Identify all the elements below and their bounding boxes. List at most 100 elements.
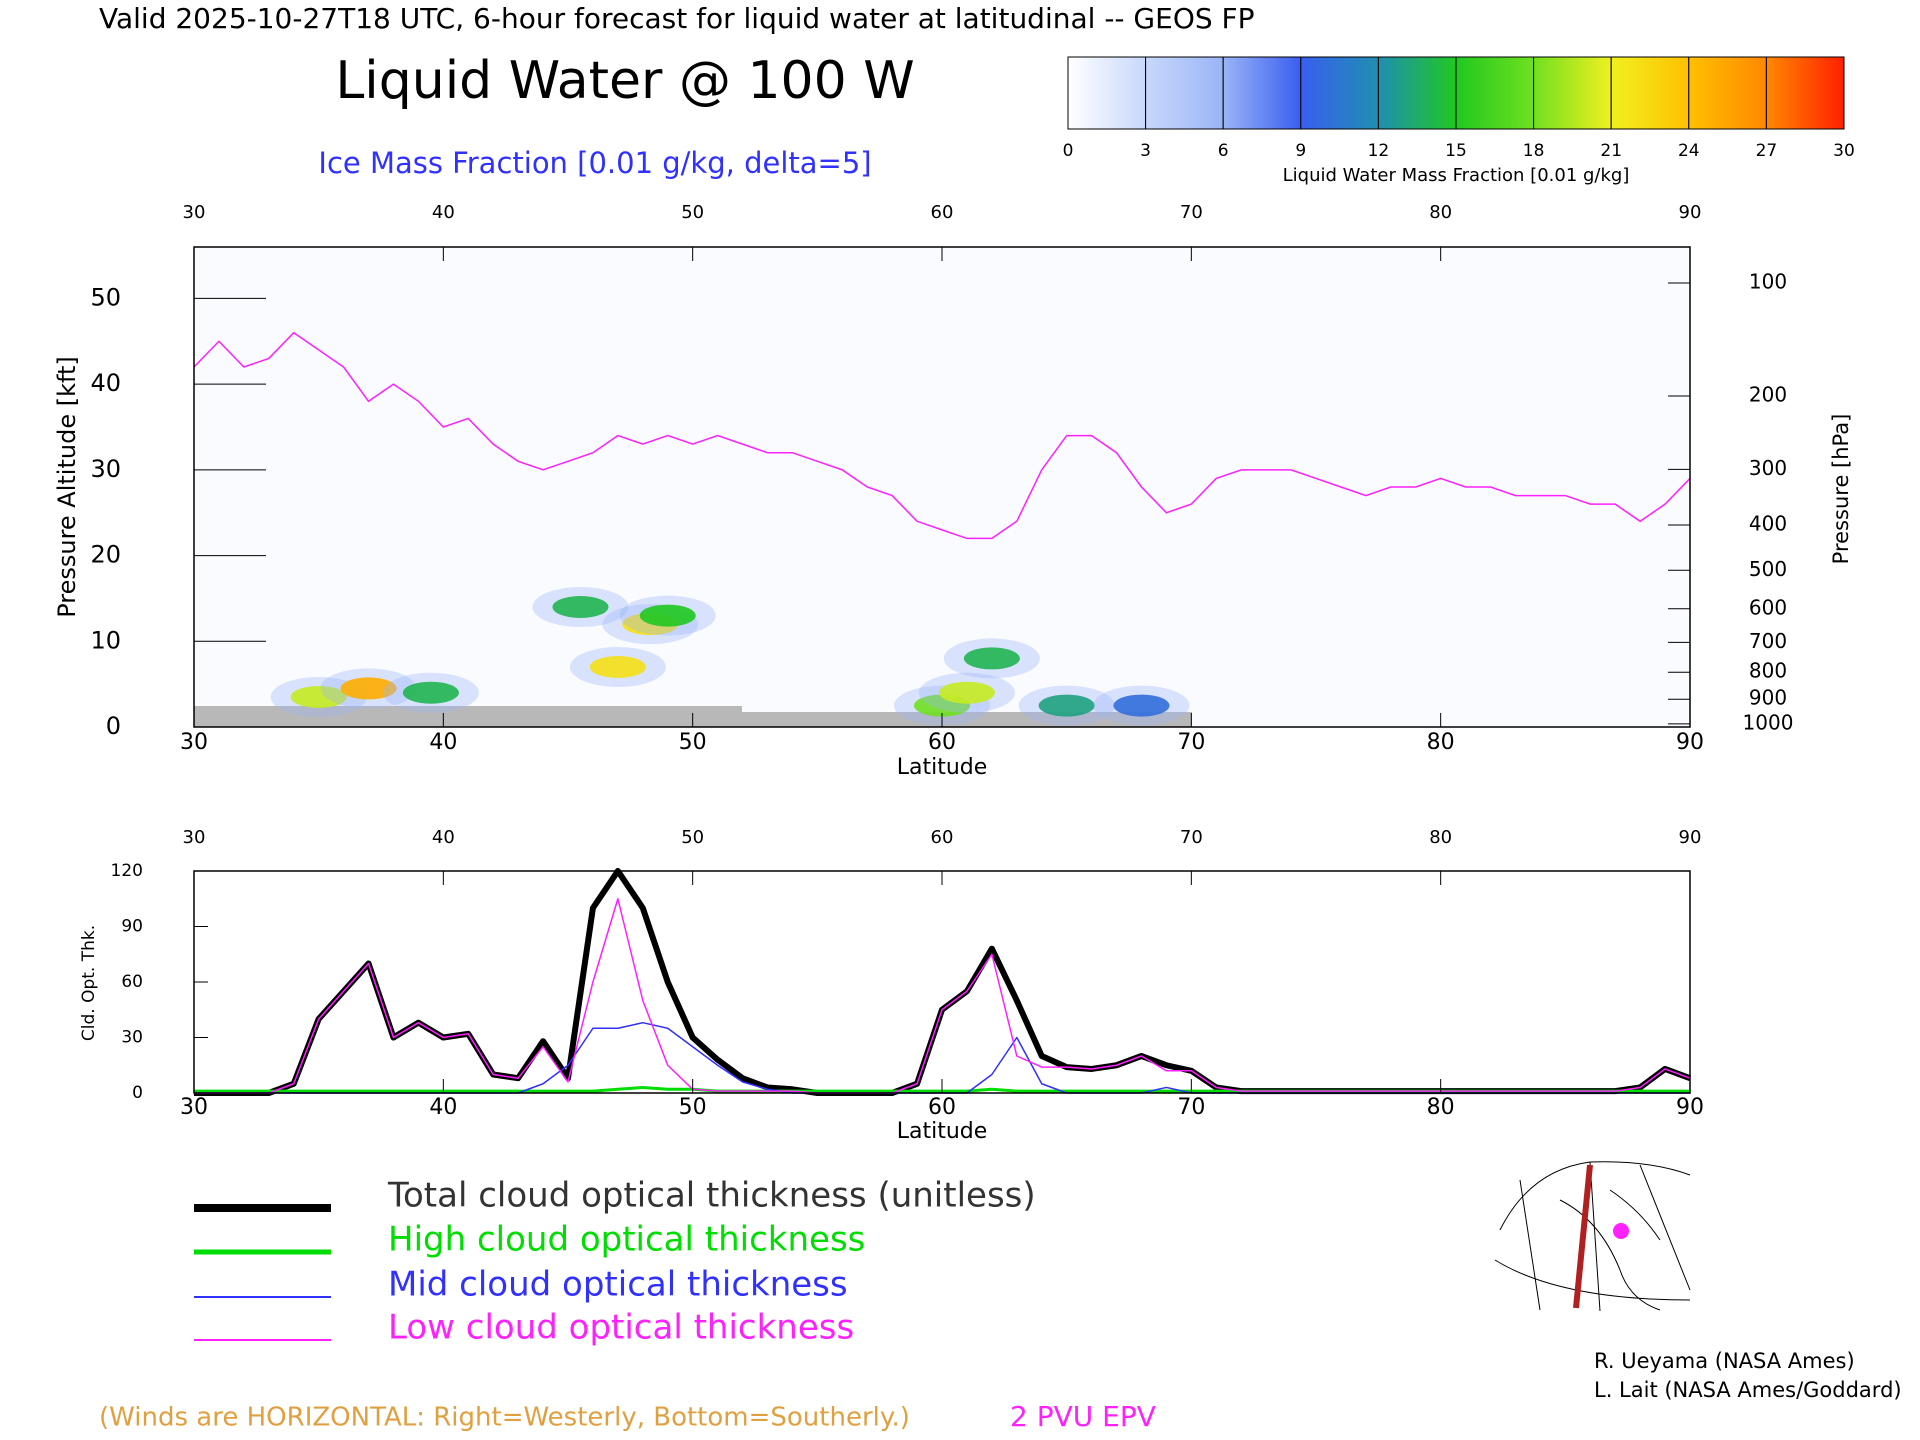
colorbar-tick-label: 15 (1445, 141, 1467, 161)
x-tick-label: 90 (1679, 827, 1702, 848)
liquid-water-cell (552, 596, 609, 618)
colorbar-segment (1067, 56, 1147, 130)
x-tick-label: 80 (1427, 730, 1455, 755)
chart-subtitle: Ice Mass Fraction [0.01 g/kg, delta=5] (318, 146, 871, 180)
x-tick-label: 70 (1180, 827, 1203, 848)
tropopause-line (193, 331, 1691, 540)
liquid-water-cell (1038, 694, 1095, 717)
colorbar-tick-label: 12 (1368, 141, 1390, 161)
plot-frame (193, 870, 1691, 1094)
y-tick-label: 10 (90, 626, 121, 654)
chart-title: Liquid Water @ 100 W (335, 51, 914, 111)
terrain (194, 706, 742, 727)
y2-tick-label: 900 (1749, 686, 1787, 710)
x-tick-label: 40 (429, 730, 457, 755)
colorbar-tick-label: 27 (1756, 141, 1778, 161)
colorbar-tick-label: 9 (1295, 141, 1306, 161)
x-tick-label: 40 (429, 1095, 457, 1120)
y-tick-label: 30 (90, 455, 121, 483)
colorbar-segment (1145, 56, 1224, 130)
x-tick-label: 90 (1679, 202, 1702, 223)
y2-tick-label: 100 (1749, 269, 1787, 293)
y-tick-label: 30 (121, 1028, 143, 1048)
liquid-water-cell (1113, 694, 1170, 717)
credit: R. Ueyama (NASA Ames) (1594, 1349, 1855, 1373)
x-tick-label: 50 (681, 827, 704, 848)
plot-area (194, 247, 1690, 727)
x-tick-label: 60 (928, 730, 956, 755)
colorbar-segment (1222, 56, 1302, 130)
x-tick-label: 30 (183, 827, 206, 848)
x-axis-label: Latitude (897, 755, 988, 780)
y-tick-label: 0 (132, 1083, 143, 1103)
colorbar-label: Liquid Water Mass Fraction [0.01 g/kg] (1283, 165, 1630, 186)
header: Valid 2025-10-27T18 UTC, 6-hour forecast… (99, 2, 1255, 35)
colorbar-tick-label: 21 (1600, 141, 1622, 161)
liquid-water-cell (340, 677, 397, 700)
liquid-water-cell (963, 647, 1020, 670)
x-tick-label: 70 (1180, 202, 1203, 223)
y-tick-label: 90 (121, 917, 143, 937)
y2-tick-label: 200 (1749, 383, 1787, 407)
y-tick-label: 20 (90, 541, 121, 569)
x-tick-label: 70 (1177, 1095, 1205, 1120)
y2-axis-label: Pressure [hPa] (1829, 414, 1853, 565)
liquid-water-cell (290, 686, 347, 708)
x-tick-label: 60 (931, 202, 954, 223)
credit: L. Lait (NASA Ames/Goddard) (1594, 1378, 1902, 1402)
x-tick-label: 30 (180, 1095, 208, 1120)
colorbar-segment (1610, 56, 1690, 130)
terrain (742, 712, 1192, 727)
series-line (194, 868, 1692, 1096)
y-tick-label: 0 (106, 712, 121, 740)
y2-tick-label: 600 (1749, 595, 1787, 619)
x-tick-label: 90 (1676, 730, 1704, 755)
tropopause-label: 2 PVU EPV (1010, 1400, 1156, 1433)
colorbar-segment (1688, 56, 1767, 130)
liquid-water-cell (938, 681, 995, 704)
x-tick-label: 30 (180, 730, 208, 755)
y-tick-label: 40 (90, 369, 121, 397)
legend-label: High cloud optical thickness (388, 1220, 865, 1260)
x-tick-label: 40 (432, 827, 455, 848)
x-tick-label: 50 (679, 1095, 707, 1120)
y2-tick-label: 700 (1749, 629, 1787, 653)
x-tick-label: 50 (681, 202, 704, 223)
x-tick-label: 80 (1427, 1095, 1455, 1120)
y-axis-label: Pressure Altitude [kft] (53, 356, 81, 618)
colorbar-segment (1455, 56, 1535, 130)
y-tick-label: 50 (90, 283, 121, 311)
y-tick-label: 120 (111, 861, 143, 881)
y2-tick-label: 300 (1749, 456, 1787, 480)
x-tick-label: 80 (1429, 202, 1452, 223)
liquid-water-cell (589, 656, 646, 678)
colorbar-segment (1300, 56, 1379, 130)
y2-tick-label: 500 (1749, 557, 1787, 581)
x-tick-label: 70 (1177, 730, 1205, 755)
legend-label: Low cloud optical thickness (388, 1308, 854, 1348)
y-axis-label: Cld. Opt. Thk. (79, 925, 99, 1041)
colorbar-segment (1533, 56, 1612, 130)
x-tick-label: 90 (1676, 1095, 1704, 1120)
x-tick-label: 80 (1429, 827, 1452, 848)
colorbar-tick-label: 3 (1140, 141, 1151, 161)
footnote: (Winds are HORIZONTAL: Right=Westerly, B… (99, 1403, 910, 1433)
y2-tick-label: 400 (1749, 512, 1787, 536)
colorbar-segment (1377, 56, 1457, 130)
y-tick-label: 60 (121, 972, 143, 992)
colorbar-tick-label: 0 (1063, 141, 1074, 161)
liquid-water-cell (639, 604, 696, 627)
locator-map (1494, 1161, 1691, 1312)
series-line (194, 898, 1691, 1094)
colorbar-segment (1765, 56, 1845, 130)
colorbar-tick-label: 6 (1218, 141, 1229, 161)
x-tick-label: 60 (928, 1095, 956, 1120)
x-tick-label: 30 (183, 202, 206, 223)
x-axis-label: Latitude (897, 1119, 988, 1144)
colorbar-tick-label: 18 (1523, 141, 1545, 161)
colorbar-tick-label: 24 (1678, 141, 1700, 161)
y2-tick-label: 800 (1749, 659, 1787, 683)
liquid-water-cell (402, 681, 459, 704)
